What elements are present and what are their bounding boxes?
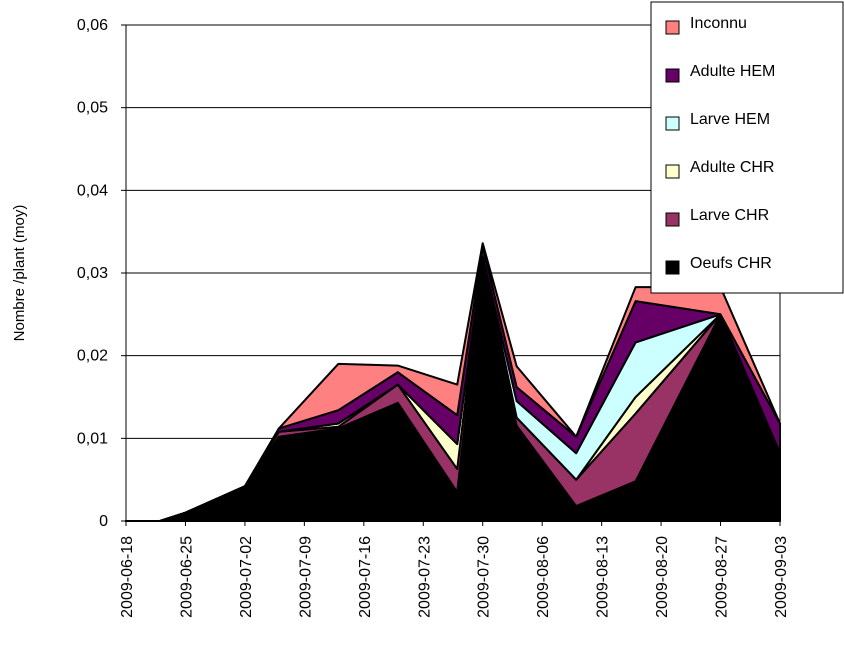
x-axis: 2009-06-18 2009-06-25 2009-07-02 2009-07-09… [119,521,790,618]
x-tick-label: 2009-07-30 [476,536,493,618]
legend-swatch [665,164,680,179]
x-tick-label: 2009-08-27 [714,536,731,618]
y-tick-label: 0,01 [77,430,108,447]
legend-swatch [665,20,680,35]
legend-label: Oeufs CHR [690,255,772,272]
y-tick-label: 0,06 [77,17,108,34]
x-tick-label: 2009-07-16 [357,536,374,618]
legend-label: Larve CHR [690,207,769,224]
legend-label: Larve HEM [690,111,770,128]
legend-box [650,1,844,294]
y-axis: 0 0,01 0,02 0,03 0,04 0,05 0,06 [77,17,126,530]
legend-label: Adulte CHR [690,159,774,176]
x-tick-label: 2009-07-23 [416,536,433,618]
x-tick-label: 2009-08-20 [654,536,671,618]
legend-label: Inconnu [690,15,747,32]
legend-label: Adulte HEM [690,63,775,80]
y-axis-title: Nombre /plant (moy) [11,205,28,342]
x-tick-label: 2009-08-06 [535,536,552,618]
y-tick-label: 0,02 [77,348,108,365]
x-tick-label: 2009-08-13 [595,536,612,618]
y-tick-label: 0,04 [77,182,108,199]
legend-swatch [665,260,680,275]
y-tick-label: 0,05 [77,100,108,117]
legend-swatch [665,116,680,131]
legend-swatch [665,68,680,83]
x-tick-label: 2009-07-09 [297,536,314,618]
x-tick-label: 2009-07-02 [238,536,255,618]
x-tick-label: 2009-06-18 [119,536,136,618]
legend-swatch [665,212,680,227]
y-tick-label: 0,03 [77,265,108,282]
x-tick-label: 2009-06-25 [178,536,195,618]
y-tick-label: 0 [99,513,108,530]
x-tick-label: 2009-09-03 [773,536,790,618]
legend: Inconnu Adulte HEM Larve HEM Adulte CHR Larv… [650,1,844,294]
